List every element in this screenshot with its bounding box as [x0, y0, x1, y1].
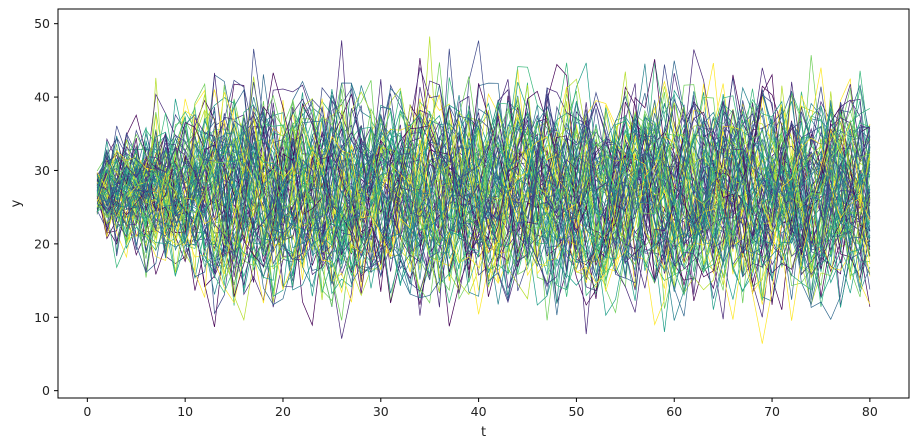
x-tick-label: 20	[275, 404, 291, 419]
x-tick-label: 50	[568, 404, 584, 419]
x-tick-label: 60	[666, 404, 682, 419]
x-tick-label: 40	[471, 404, 487, 419]
series-line-21	[96, 105, 870, 226]
series-line-84	[96, 71, 871, 279]
y-tick-label: 20	[34, 236, 50, 251]
series-line-31	[96, 60, 871, 285]
y-tick-label: 30	[34, 163, 50, 178]
series-line-54	[97, 88, 871, 317]
y-tick-label: 0	[42, 383, 50, 398]
y-axis-label: y	[9, 199, 24, 207]
y-tick-label: 40	[34, 90, 50, 105]
x-tick-label: 80	[862, 404, 878, 419]
series-line-44	[96, 116, 871, 254]
series-line-10	[96, 63, 871, 299]
series-line-27	[96, 48, 871, 281]
series-line-74	[97, 89, 871, 259]
x-tick-label: 10	[177, 404, 193, 419]
series-line-28	[96, 79, 871, 292]
plot-frame	[57, 8, 910, 399]
series-line-60	[96, 81, 870, 286]
y-tick-label: 10	[34, 310, 50, 325]
x-tick-label: 0	[83, 404, 91, 419]
series-line-39	[96, 88, 871, 306]
x-axis-ticks: 0 10 20 30 40 50 60 70 80	[83, 398, 878, 419]
x-tick-label: 30	[373, 404, 389, 419]
series-line-99	[96, 122, 871, 298]
series-lines	[96, 36, 871, 344]
series-line-16	[96, 80, 871, 289]
series-line-41	[96, 103, 871, 261]
series-line-68	[96, 66, 871, 297]
series-line-89	[96, 108, 871, 250]
series-line-55	[96, 121, 871, 297]
series-line-30	[96, 105, 870, 292]
y-tick-label: 50	[34, 16, 50, 31]
x-tick-label: 70	[764, 404, 780, 419]
series-line-94	[96, 92, 871, 321]
y-axis-ticks: 0 10 20 30 40 50	[34, 16, 58, 398]
x-axis-label: t	[481, 425, 486, 440]
series-line-76	[96, 98, 870, 251]
series-line-96	[96, 63, 871, 344]
